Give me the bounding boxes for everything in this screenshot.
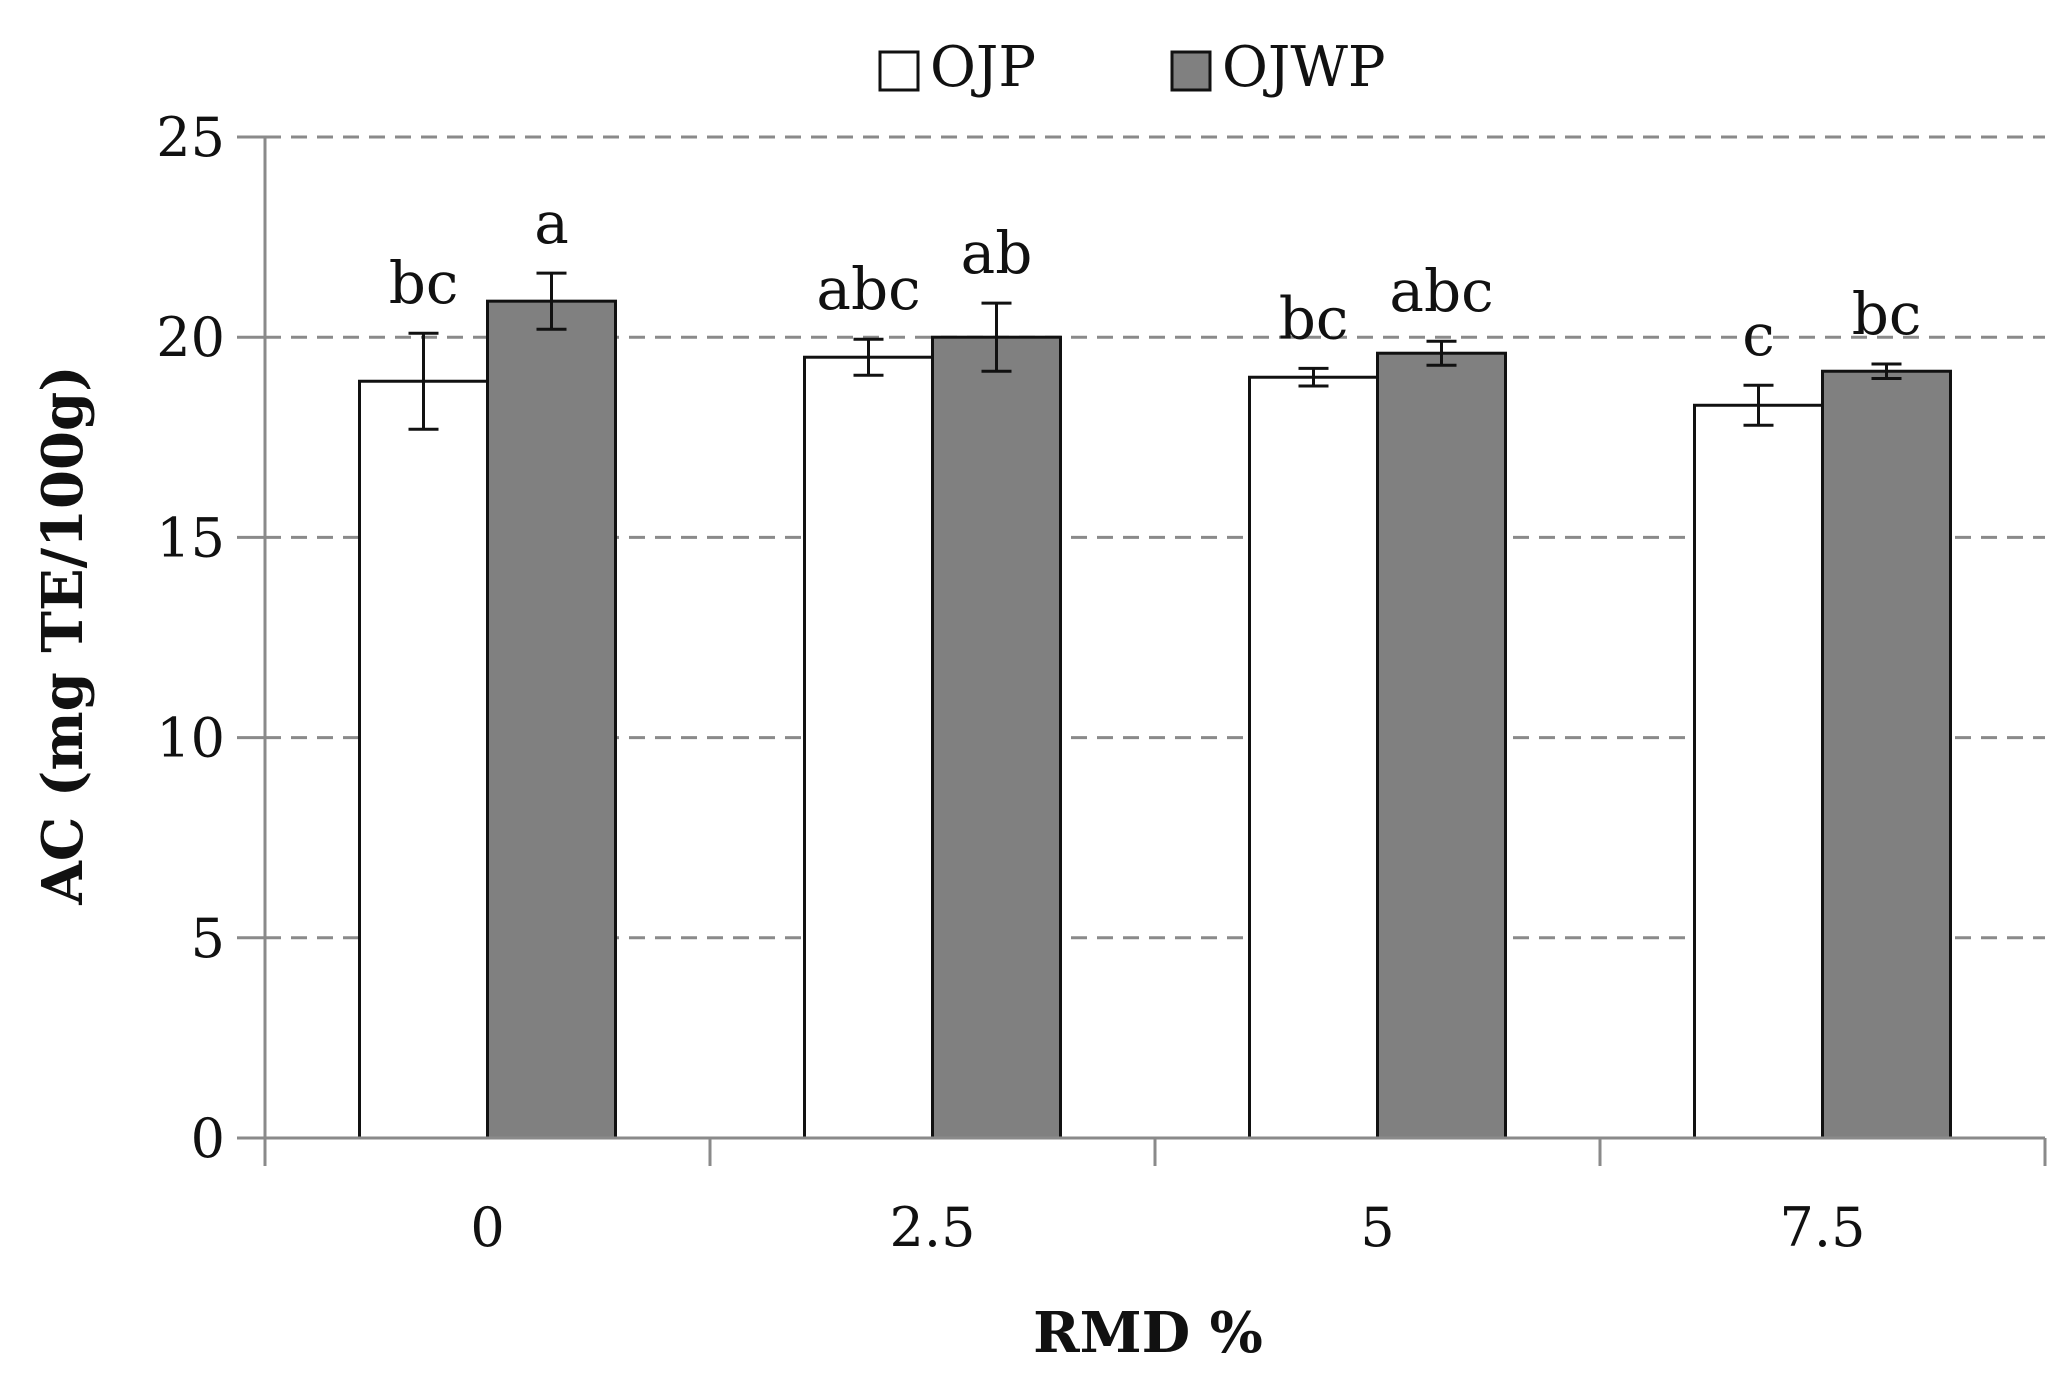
bar-ojwp — [1376, 351, 1507, 1140]
significance-label: abc — [816, 255, 920, 323]
y-tick-label: 20 — [156, 306, 225, 369]
bar-ojp — [803, 355, 934, 1140]
x-tick-label: 0 — [470, 1196, 504, 1259]
legend-swatch-ojp — [878, 50, 920, 92]
bar-ojp — [1693, 403, 1824, 1140]
x-tick-label: 2.5 — [890, 1196, 976, 1259]
y-tick-label: 25 — [156, 106, 225, 169]
y-tick-label: 10 — [156, 707, 225, 770]
error-bars — [408, 271, 1902, 431]
significance-label: c — [1742, 301, 1774, 369]
bar-ojp — [1248, 375, 1379, 1140]
significance-label: ab — [961, 219, 1033, 287]
significance-label: abc — [1389, 257, 1493, 325]
y-axis-title: AC (mg TE/100g) — [30, 365, 96, 905]
x-tick-label: 7.5 — [1780, 1196, 1866, 1259]
significance-label: bc — [1852, 280, 1922, 348]
bars — [358, 299, 1952, 1140]
significance-label: bc — [1279, 284, 1349, 352]
x-axis-title: RMD % — [1033, 1300, 1263, 1366]
axes — [237, 135, 2047, 1166]
y-tick-label: 15 — [156, 506, 225, 569]
significance-label: bc — [389, 249, 459, 317]
y-tick-label: 0 — [191, 1107, 225, 1170]
bar-ojwp — [1821, 369, 1952, 1140]
bar-ojp — [358, 379, 489, 1140]
legend: OJP OJWP — [878, 35, 1386, 100]
significance-label: a — [534, 189, 569, 257]
bar-ojwp — [931, 335, 1062, 1140]
x-tick-label: 5 — [1360, 1196, 1394, 1259]
legend-label-ojp: OJP — [930, 35, 1036, 100]
bar-ojwp — [486, 299, 617, 1140]
legend-label-ojwp: OJWP — [1222, 35, 1386, 100]
y-tick-label: 5 — [191, 907, 225, 970]
legend-swatch-ojwp — [1170, 50, 1212, 92]
